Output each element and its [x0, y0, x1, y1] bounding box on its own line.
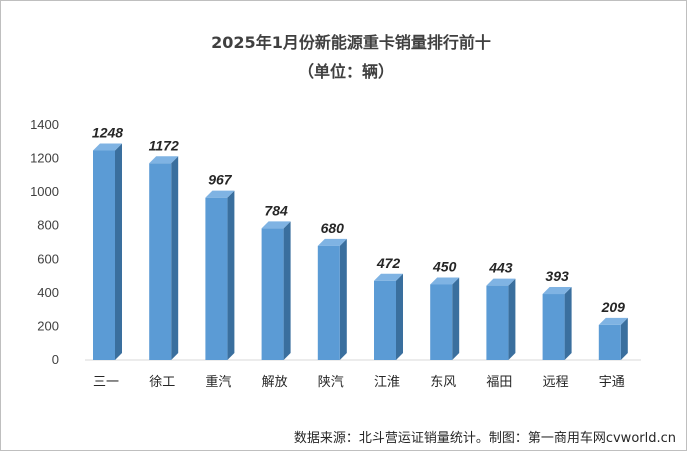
bar-front	[374, 280, 396, 360]
bar-top	[374, 273, 403, 281]
bar-7	[430, 277, 460, 360]
bar-3	[205, 190, 235, 360]
category-label: 江淮	[374, 375, 400, 390]
y-tick-label: 400	[37, 285, 59, 300]
data-label: 1172	[149, 137, 179, 153]
bar-side	[227, 190, 235, 360]
bar-side	[508, 278, 516, 360]
bar-6	[374, 273, 403, 360]
category-label: 重汽	[205, 374, 231, 390]
y-tick-label: 1400	[30, 117, 59, 132]
bar-side	[452, 277, 460, 360]
category-label: 解放	[262, 375, 288, 390]
bar-side	[171, 156, 179, 360]
bar-top	[149, 156, 179, 164]
category-label: 远程	[543, 375, 569, 390]
data-label: 784	[264, 202, 288, 218]
bar-8	[486, 278, 516, 360]
category-labels: 三一 徐工 重汽 解放 陕汽 江淮 东风 福田 远程 宇通	[93, 374, 625, 390]
bar-front	[542, 294, 565, 360]
bar-front	[261, 228, 284, 360]
data-label: 1248	[92, 125, 123, 141]
category-label: 宇通	[599, 375, 625, 390]
y-axis-ticks: 0 200 400 600 800 1000 1200 1400	[30, 117, 59, 367]
category-label: 东风	[430, 375, 456, 390]
bar-front	[317, 245, 340, 360]
bar-front	[430, 284, 453, 360]
bar-top	[261, 221, 291, 229]
data-label: 967	[208, 172, 233, 188]
bar-top	[598, 317, 628, 325]
data-label: 209	[601, 299, 626, 315]
bar-top	[430, 277, 460, 285]
data-label: 680	[321, 220, 345, 236]
y-tick-label: 200	[37, 318, 59, 333]
chart-subtitle: （单位：辆）	[298, 62, 394, 81]
data-label: 450	[432, 258, 457, 274]
data-label: 393	[545, 268, 569, 284]
data-label: 472	[376, 255, 401, 271]
bar-front	[93, 150, 115, 360]
category-label: 陕汽	[318, 375, 344, 390]
data-label: 443	[488, 260, 513, 276]
bar-top	[317, 238, 347, 246]
bar-front	[205, 197, 228, 360]
bar-4	[261, 221, 291, 360]
bar-front	[149, 163, 172, 360]
bar-5	[317, 238, 347, 360]
y-tick-label: 1000	[30, 184, 59, 199]
y-tick-label: 0	[52, 352, 59, 367]
bar-front	[486, 285, 509, 360]
bar-9	[542, 287, 572, 360]
bar-top	[542, 287, 572, 295]
bar-side	[564, 287, 572, 360]
bar-1	[93, 143, 122, 360]
bar-side	[283, 221, 291, 360]
bar-top	[205, 190, 235, 198]
bar-top	[93, 143, 122, 151]
y-tick-label: 800	[37, 218, 59, 233]
category-label: 福田	[486, 375, 512, 390]
category-label: 三一	[93, 375, 119, 390]
y-tick-label: 1200	[30, 151, 59, 166]
bar-side	[620, 317, 628, 360]
bar-front	[598, 324, 621, 360]
bar-side	[396, 273, 403, 360]
bar-top	[486, 278, 516, 286]
bars-group: 1248 1172 967 784 680 472 450 443 393 209	[92, 125, 628, 360]
source-note: 数据来源：北斗营运证销量统计。制图：第一商用车网cvworld.cn	[294, 430, 676, 446]
bar-side	[115, 143, 122, 360]
chart-title: 2025年1月份新能源重卡销量排行前十	[211, 33, 491, 52]
bar-10	[598, 317, 628, 360]
category-label: 徐工	[149, 375, 175, 390]
y-tick-label: 600	[37, 251, 59, 266]
bar-2	[149, 156, 179, 360]
bar-side	[339, 238, 347, 360]
